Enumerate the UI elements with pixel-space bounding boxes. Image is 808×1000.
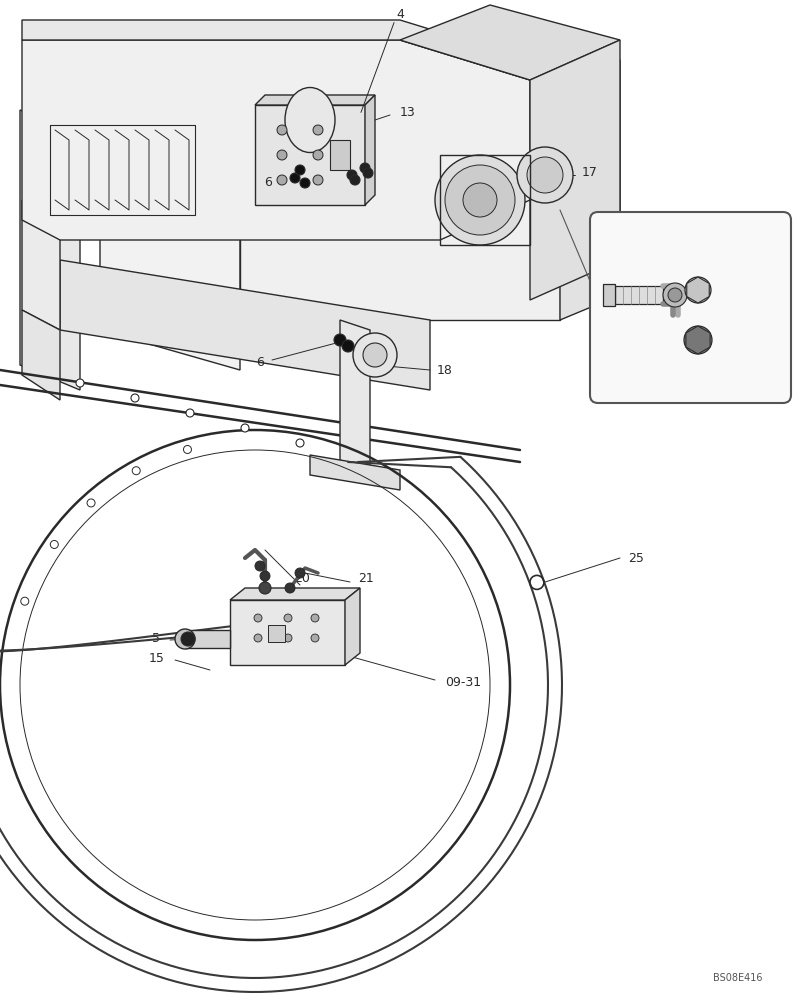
Circle shape: [313, 125, 323, 135]
Text: 18: 18: [437, 363, 452, 376]
Text: 9: 9: [626, 352, 634, 364]
Circle shape: [684, 326, 712, 354]
Circle shape: [463, 183, 497, 217]
Polygon shape: [20, 110, 80, 390]
Polygon shape: [255, 95, 375, 105]
Circle shape: [311, 614, 319, 622]
Circle shape: [363, 168, 373, 178]
Circle shape: [255, 561, 265, 571]
Text: 09-31: 09-31: [445, 676, 481, 688]
Polygon shape: [686, 326, 710, 354]
Circle shape: [175, 629, 195, 649]
Circle shape: [445, 165, 515, 235]
Polygon shape: [345, 588, 360, 665]
Polygon shape: [340, 320, 370, 470]
Circle shape: [259, 582, 271, 594]
Text: 25: 25: [628, 552, 644, 564]
Circle shape: [284, 614, 292, 622]
Text: 17: 17: [582, 166, 598, 180]
Circle shape: [296, 439, 304, 447]
Ellipse shape: [285, 88, 335, 152]
Circle shape: [260, 571, 270, 581]
Polygon shape: [603, 284, 615, 306]
Circle shape: [527, 157, 563, 193]
Circle shape: [87, 499, 95, 507]
Circle shape: [363, 343, 387, 367]
Circle shape: [300, 178, 310, 188]
Polygon shape: [230, 600, 345, 665]
Polygon shape: [22, 40, 530, 240]
Circle shape: [131, 394, 139, 402]
Circle shape: [76, 379, 84, 387]
Polygon shape: [22, 20, 530, 80]
Polygon shape: [615, 286, 663, 304]
Text: 21: 21: [358, 572, 374, 584]
Circle shape: [133, 467, 141, 475]
Circle shape: [277, 125, 287, 135]
Text: 12: 12: [722, 284, 738, 296]
Circle shape: [186, 409, 194, 417]
Circle shape: [311, 634, 319, 642]
Circle shape: [691, 283, 705, 297]
Text: 4: 4: [396, 8, 404, 21]
Circle shape: [290, 173, 300, 183]
FancyBboxPatch shape: [590, 212, 791, 403]
Circle shape: [277, 150, 287, 160]
Polygon shape: [100, 38, 560, 85]
Polygon shape: [100, 38, 240, 370]
Circle shape: [342, 340, 354, 352]
Circle shape: [295, 568, 305, 578]
Circle shape: [668, 288, 682, 302]
Polygon shape: [22, 310, 60, 400]
Polygon shape: [330, 140, 350, 170]
Circle shape: [277, 175, 287, 185]
Circle shape: [183, 445, 191, 453]
Polygon shape: [60, 260, 430, 390]
Text: 5: 5: [152, 632, 160, 645]
Text: BS08E416: BS08E416: [713, 973, 762, 983]
Circle shape: [353, 333, 397, 377]
Polygon shape: [560, 60, 620, 320]
Circle shape: [254, 614, 262, 622]
Circle shape: [284, 634, 292, 642]
Circle shape: [334, 334, 346, 346]
Text: 6: 6: [256, 356, 264, 368]
Polygon shape: [230, 588, 360, 600]
Circle shape: [663, 283, 687, 307]
Polygon shape: [365, 95, 375, 205]
Circle shape: [360, 163, 370, 173]
Polygon shape: [530, 40, 620, 300]
Circle shape: [285, 583, 295, 593]
Polygon shape: [420, 15, 620, 85]
Circle shape: [313, 150, 323, 160]
Circle shape: [50, 540, 58, 548]
Circle shape: [350, 175, 360, 185]
Polygon shape: [255, 105, 365, 205]
Circle shape: [347, 170, 357, 180]
Circle shape: [295, 165, 305, 175]
Polygon shape: [310, 455, 400, 490]
Circle shape: [254, 634, 262, 642]
Circle shape: [181, 632, 195, 646]
Polygon shape: [268, 625, 285, 642]
Circle shape: [690, 332, 706, 348]
Circle shape: [435, 155, 525, 245]
Polygon shape: [240, 85, 560, 320]
Polygon shape: [22, 200, 60, 330]
Circle shape: [241, 424, 249, 432]
Polygon shape: [400, 5, 620, 80]
Circle shape: [685, 277, 711, 303]
Circle shape: [313, 175, 323, 185]
Text: 6: 6: [264, 176, 272, 190]
Circle shape: [517, 147, 573, 203]
Text: 13: 13: [400, 105, 416, 118]
Text: 15: 15: [149, 652, 165, 664]
Circle shape: [21, 597, 29, 605]
Text: 20: 20: [294, 572, 310, 584]
Polygon shape: [185, 630, 230, 648]
Polygon shape: [687, 277, 709, 303]
